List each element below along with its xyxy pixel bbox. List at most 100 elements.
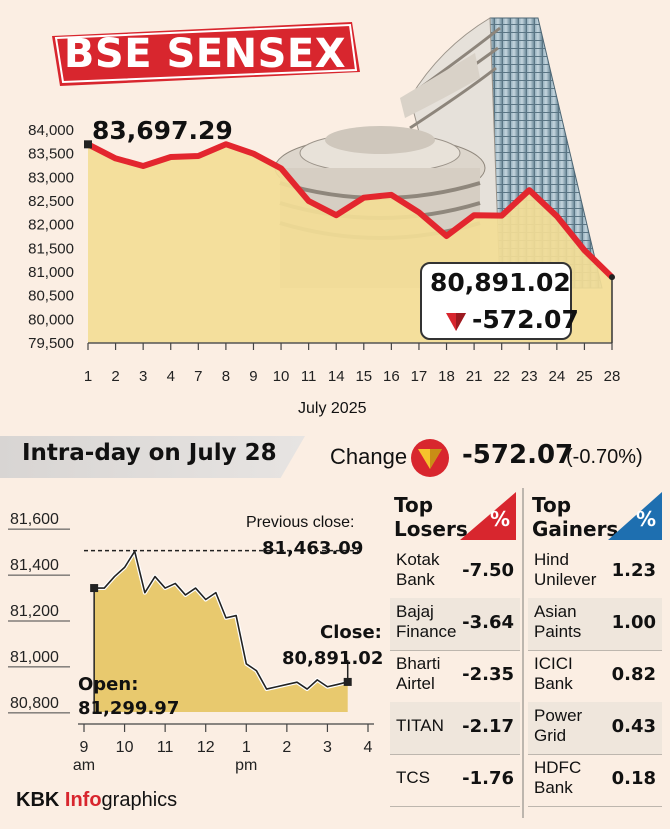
gainers-title-top: Top [532, 493, 572, 517]
table-row: TITAN -2.17 [390, 702, 520, 755]
stock-change-value: 1.23 [611, 560, 656, 581]
last-value-label: 80,891.02 [430, 268, 571, 297]
table-row: TCS -1.76 [390, 754, 520, 807]
stock-name-line2: Airtel [396, 674, 435, 693]
last-change-label: -572.07 [472, 305, 579, 334]
stock-name: TCS [396, 768, 476, 788]
x-tick-label: 15 [355, 368, 372, 385]
stock-name-line1: HDFC [534, 758, 582, 777]
stock-name-line2: Unilever [534, 570, 597, 589]
x-tick-label: 3 [323, 739, 332, 756]
stock-name-line2: Bank [534, 778, 573, 797]
stock-name: TITAN [396, 716, 476, 736]
x-tick-label: 2 [282, 739, 291, 756]
x-tick-label: 10 [273, 368, 290, 385]
gainers-title-bottom: Gainers [532, 517, 619, 541]
y-tick-label: 80,800 [10, 695, 59, 712]
stock-name-line1: Kotak [396, 550, 440, 569]
gainers-percent-icon: % [608, 492, 662, 540]
table-row: Kotak Bank -7.50 [390, 546, 520, 599]
stock-name: Hind Unilever [534, 550, 614, 590]
stock-name-line1: Bajaj [396, 602, 434, 621]
x-tick-label: 4 [167, 368, 175, 385]
previous-close-value: 81,463.09 [262, 538, 364, 559]
stock-change-value: -7.50 [462, 560, 514, 581]
x-tick-label: 4 [364, 739, 373, 756]
stock-name-line2: Grid [534, 726, 567, 745]
intraday-header-bar [0, 436, 305, 478]
x-tick-label: 11 [301, 368, 317, 385]
x-tick-label: 16 [383, 368, 400, 385]
x-tick-label: 28 [604, 368, 621, 385]
table-row: Bajaj Finance -3.64 [390, 598, 520, 651]
x-tick-label: 17 [411, 368, 428, 385]
y-tick-label: 79,500 [28, 335, 74, 352]
losers-title-top: Top [394, 493, 434, 517]
down-triangle-icon [446, 313, 466, 331]
y-tick-label: 81,400 [10, 557, 59, 574]
change-label: Change [330, 444, 408, 469]
previous-close-label: Previous close: [246, 514, 355, 531]
page-title: BSE SENSEX [63, 31, 347, 77]
credit-info: Info [64, 789, 102, 811]
stock-change-value: 0.18 [611, 768, 656, 789]
credit-line: KBK Infographics [16, 789, 177, 812]
y-tick-label: 81,000 [28, 264, 74, 281]
x-tick-label: 23 [521, 368, 538, 385]
stock-name-line1: Power [534, 706, 583, 725]
x-tick-label: 25 [576, 368, 593, 385]
y-tick-label: 80,500 [28, 288, 74, 305]
intraday-title: Intra-day on July 28 [22, 440, 277, 466]
table-row: Bharti Airtel -2.35 [390, 650, 520, 703]
table-row: HDFC Bank 0.18 [528, 754, 662, 807]
y-tick-label: 82,500 [28, 193, 74, 210]
stock-name: Bajaj Finance [396, 602, 476, 642]
stock-name-line2: Paints [534, 622, 582, 641]
y-tick-label: 81,500 [28, 240, 74, 257]
credit-kbk: KBK [16, 789, 65, 811]
losers-badge: % [490, 507, 510, 531]
x-axis-label: July 2025 [298, 400, 367, 417]
stock-change-value: 0.43 [611, 716, 656, 737]
x-tick-label: 1 [242, 739, 251, 756]
y-tick-label: 84,000 [28, 122, 74, 139]
series-line [86, 141, 615, 280]
change-percent: (-0.70%) [566, 446, 643, 468]
losers-title-bottom: Losers [394, 517, 468, 541]
x-tick-sublabel: am [73, 757, 95, 774]
y-tick-label: 81,200 [10, 603, 59, 620]
x-tick-label: 2 [111, 368, 119, 385]
y-tick-label: 82,000 [28, 217, 74, 234]
stock-name-line1: TITAN [396, 716, 444, 735]
credit-graphics: graphics [101, 789, 178, 811]
first-value-label: 83,697.29 [92, 116, 233, 145]
start-point-marker [84, 140, 92, 149]
stock-name-line1: TCS [396, 768, 430, 787]
sensex-july-chart: 84,000 83,500 83,000 82,500 82,000 81,500 81,0… [28, 122, 621, 385]
stock-name: Bharti Airtel [396, 654, 476, 694]
x-tick-label: 9 [80, 739, 89, 756]
x-tick-label: 8 [222, 368, 230, 385]
stock-name: Power Grid [534, 706, 614, 746]
open-value: 81,299.97 [78, 698, 180, 719]
x-tick-label: 21 [466, 368, 483, 385]
intraday-line [94, 550, 348, 690]
stock-name: ICICI Bank [534, 654, 614, 694]
close-label: Close: [320, 622, 382, 643]
y-tick-label: 81,600 [10, 511, 59, 528]
intraday-area-fill [94, 551, 348, 712]
x-tick-label: 7 [194, 368, 202, 385]
last-value-box [420, 262, 572, 340]
stock-change-value: 1.00 [611, 612, 656, 633]
losers-percent-icon: % [460, 492, 516, 540]
stock-name-line2: Finance [396, 622, 457, 641]
title-banner [52, 22, 360, 86]
x-tick-label: 10 [116, 739, 134, 756]
stock-change-value: -3.64 [462, 612, 514, 633]
y-tick-label: 83,500 [28, 146, 74, 163]
x-tick-label: 12 [197, 739, 215, 756]
change-value: -572.07 [462, 440, 574, 470]
x-tick-label: 22 [493, 368, 510, 385]
table-row: Power Grid 0.43 [528, 702, 662, 755]
